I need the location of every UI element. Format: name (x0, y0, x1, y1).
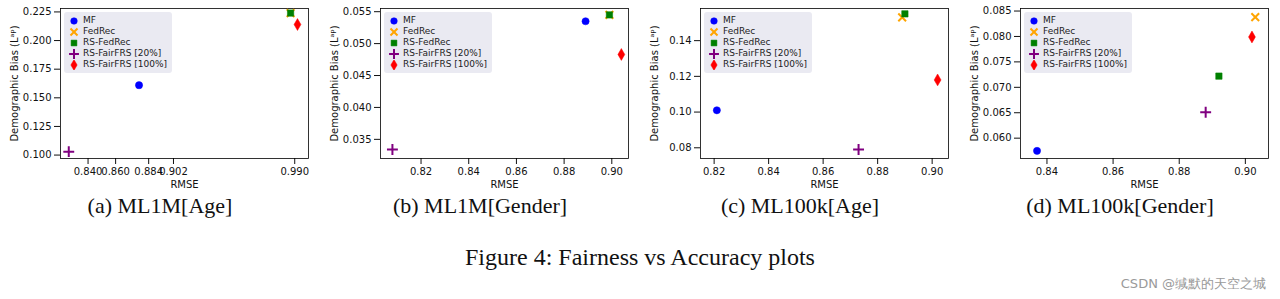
svg-text:RMSE: RMSE (1130, 179, 1158, 190)
svg-text:0.100: 0.100 (23, 149, 52, 160)
html-text:RS-FedRec: RS-FedRec (403, 37, 451, 47)
svg-text:0.080: 0.080 (983, 31, 1012, 42)
svg-text:0.88: 0.88 (1168, 166, 1190, 177)
svg-text:RMSE: RMSE (810, 179, 838, 190)
svg-text:0.84: 0.84 (1036, 166, 1058, 177)
svg-text:0.08: 0.08 (669, 142, 691, 153)
svg-text:RMSE: RMSE (490, 179, 518, 190)
html-text:MF: MF (1043, 15, 1056, 25)
html-text:CSDN @缄默的天空之城: CSDN @缄默的天空之城 (1120, 276, 1266, 291)
html-text:RS-FairFRS [100%]: RS-FairFRS [100%] (83, 59, 167, 69)
svg-text:RMSE: RMSE (170, 179, 198, 190)
svg-text:0.065: 0.065 (983, 107, 1012, 118)
svg-text:0.125: 0.125 (23, 121, 52, 132)
svg-text:0.88: 0.88 (553, 166, 575, 177)
html-text:MF: MF (83, 15, 96, 25)
svg-text:0.175: 0.175 (23, 63, 52, 74)
html-text:(b) ML1M[Gender]: (b) ML1M[Gender] (392, 193, 567, 218)
svg-text:Demographic Bias (Lᵃᵖ): Demographic Bias (Lᵃᵖ) (9, 25, 20, 141)
svg-text:0.86: 0.86 (1102, 166, 1124, 177)
html-text:RS-FairFRS [100%]: RS-FairFRS [100%] (403, 59, 487, 69)
svg-text:0.045: 0.045 (343, 70, 372, 81)
svg-text:0.060: 0.060 (983, 132, 1012, 143)
svg-text:0.840: 0.840 (74, 166, 103, 177)
html-text:RS-FairFRS [100%]: RS-FairFRS [100%] (723, 59, 807, 69)
svg-text:0.90: 0.90 (1234, 166, 1256, 177)
html-text:RS-FairFRS [100%]: RS-FairFRS [100%] (1043, 59, 1127, 69)
svg-text:0.82: 0.82 (410, 166, 432, 177)
html-text:RS-FedRec: RS-FedRec (723, 37, 771, 47)
html-text:(d) ML100k[Gender]: (d) ML100k[Gender] (1026, 193, 1214, 218)
svg-text:0.990: 0.990 (280, 166, 309, 177)
svg-text:0.085: 0.085 (983, 5, 1012, 16)
svg-text:0.84: 0.84 (757, 166, 779, 177)
svg-text:0.225: 0.225 (23, 6, 52, 17)
html-text:RS-FairFRS [20%]: RS-FairFRS [20%] (403, 48, 482, 58)
svg-text:0.88: 0.88 (867, 166, 889, 177)
svg-text:0.12: 0.12 (669, 71, 691, 82)
svg-text:Demographic Bias (Lᵃᵖ): Demographic Bias (Lᵃᵖ) (329, 25, 340, 141)
html-text:FedRec: FedRec (1043, 26, 1076, 36)
svg-text:0.860: 0.860 (101, 166, 130, 177)
svg-text:0.86: 0.86 (505, 166, 527, 177)
svg-text:0.150: 0.150 (23, 92, 52, 103)
html-text:MF: MF (723, 15, 736, 25)
html-text:RS-FedRec: RS-FedRec (83, 37, 131, 47)
svg-text:0.902: 0.902 (159, 166, 188, 177)
svg-text:0.82: 0.82 (703, 166, 725, 177)
svg-text:0.200: 0.200 (23, 35, 52, 46)
html-text:FedRec: FedRec (723, 26, 756, 36)
html-text:Figure 4: Fairness vs Accuracy: Figure 4: Fairness vs Accuracy plots (465, 244, 815, 270)
svg-text:0.070: 0.070 (983, 82, 1012, 93)
html-text:MF: MF (403, 15, 416, 25)
svg-text:0.90: 0.90 (921, 166, 943, 177)
svg-text:0.10: 0.10 (669, 106, 691, 117)
svg-text:0.035: 0.035 (343, 134, 372, 145)
svg-text:Demographic Bias (Lᵃᵖ): Demographic Bias (Lᵃᵖ) (969, 25, 980, 141)
svg-text:0.14: 0.14 (669, 35, 691, 46)
svg-text:0.050: 0.050 (343, 38, 372, 49)
html-text:RS-FairFRS [20%]: RS-FairFRS [20%] (723, 48, 802, 58)
html-text:RS-FedRec: RS-FedRec (1043, 37, 1091, 47)
svg-text:0.86: 0.86 (812, 166, 834, 177)
svg-text:0.040: 0.040 (343, 102, 372, 113)
html-text:(c) ML100k[Age]: (c) ML100k[Age] (720, 193, 880, 218)
svg-text:0.884: 0.884 (134, 165, 163, 177)
html-text:FedRec: FedRec (83, 26, 116, 36)
svg-text:0.90: 0.90 (601, 166, 623, 177)
html-text:FedRec: FedRec (403, 26, 436, 36)
html-text:(a) ML1M[Age]: (a) ML1M[Age] (87, 193, 233, 218)
svg-text:Demographic Bias (Lᵃᵖ): Demographic Bias (Lᵃᵖ) (649, 25, 660, 141)
svg-text:0.84: 0.84 (458, 166, 480, 177)
svg-text:0.055: 0.055 (343, 6, 372, 17)
svg-text:0.075: 0.075 (983, 56, 1012, 67)
html-text:RS-FairFRS [20%]: RS-FairFRS [20%] (83, 48, 162, 58)
html-text:RS-FairFRS [20%]: RS-FairFRS [20%] (1043, 48, 1122, 58)
